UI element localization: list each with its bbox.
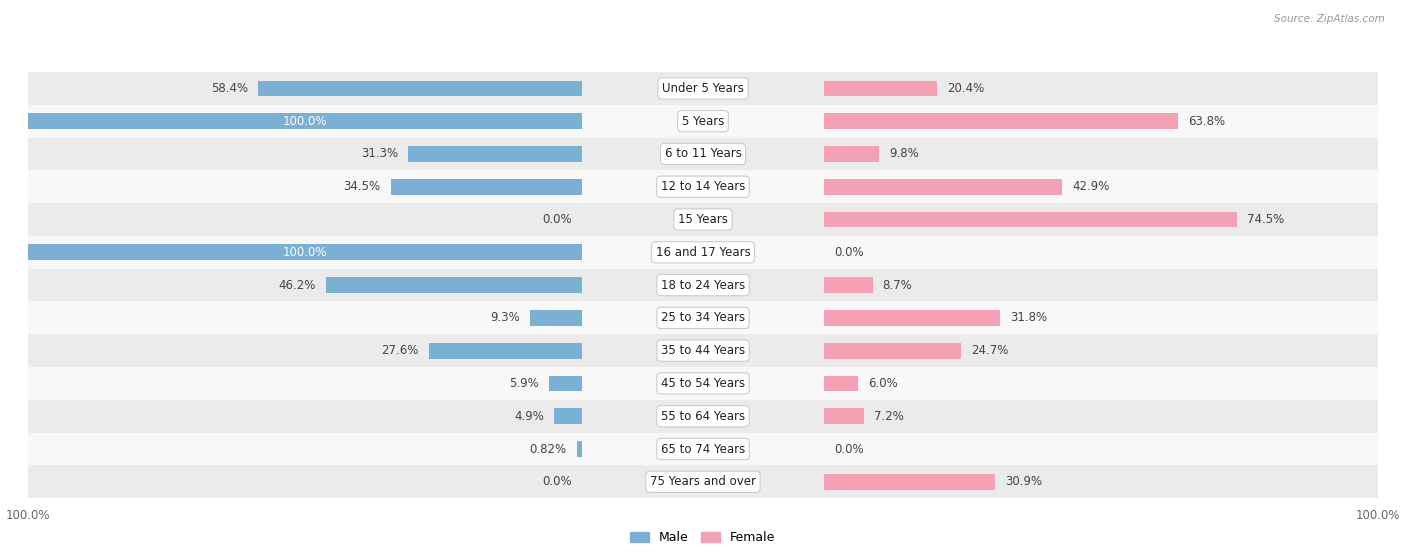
Text: 100.0%: 100.0% [283, 246, 328, 259]
Bar [28, 466, 1378, 498]
Bar [28, 236, 1378, 269]
Bar [824, 146, 879, 162]
Bar [824, 343, 962, 358]
Bar [28, 113, 582, 129]
Text: 31.8%: 31.8% [1011, 311, 1047, 324]
Text: 15 Years: 15 Years [678, 213, 728, 226]
Text: Under 5 Years: Under 5 Years [662, 82, 744, 95]
Text: 20.4%: 20.4% [948, 82, 984, 95]
Text: 6 to 11 Years: 6 to 11 Years [665, 148, 741, 160]
Bar [824, 474, 995, 490]
Bar [548, 376, 582, 391]
Bar [28, 334, 1378, 367]
Bar [824, 80, 938, 96]
Text: 34.5%: 34.5% [343, 180, 381, 193]
Bar [28, 72, 1378, 105]
Text: 45 to 54 Years: 45 to 54 Years [661, 377, 745, 390]
Text: 25 to 34 Years: 25 to 34 Years [661, 311, 745, 324]
Bar [391, 179, 582, 195]
Bar [576, 441, 582, 457]
Text: 0.0%: 0.0% [835, 246, 865, 259]
Bar [28, 105, 1378, 138]
Text: Source: ZipAtlas.com: Source: ZipAtlas.com [1274, 14, 1385, 24]
Bar [28, 367, 1378, 400]
Text: 27.6%: 27.6% [381, 344, 419, 357]
Text: 16 and 17 Years: 16 and 17 Years [655, 246, 751, 259]
Text: 31.3%: 31.3% [361, 148, 398, 160]
Text: 55 to 64 Years: 55 to 64 Years [661, 410, 745, 423]
Text: 63.8%: 63.8% [1188, 115, 1225, 127]
Bar [28, 203, 1378, 236]
Bar [28, 170, 1378, 203]
Bar [530, 310, 582, 326]
Text: 0.0%: 0.0% [541, 475, 571, 489]
Bar [259, 80, 582, 96]
Text: 24.7%: 24.7% [972, 344, 1008, 357]
Text: 9.3%: 9.3% [491, 311, 520, 324]
Bar [326, 277, 582, 293]
Text: 6.0%: 6.0% [868, 377, 897, 390]
Bar [824, 179, 1062, 195]
Bar [28, 301, 1378, 334]
Text: 9.8%: 9.8% [889, 148, 918, 160]
Bar [824, 212, 1237, 228]
Text: 100.0%: 100.0% [283, 115, 328, 127]
Bar [28, 400, 1378, 433]
Bar [429, 343, 582, 358]
Bar [28, 244, 582, 260]
Bar [28, 138, 1378, 170]
Bar [28, 433, 1378, 466]
Bar [824, 277, 873, 293]
Bar [28, 269, 1378, 301]
Text: 35 to 44 Years: 35 to 44 Years [661, 344, 745, 357]
Text: 0.0%: 0.0% [541, 213, 571, 226]
Legend: Male, Female: Male, Female [626, 526, 780, 549]
Text: 12 to 14 Years: 12 to 14 Years [661, 180, 745, 193]
Text: 4.9%: 4.9% [515, 410, 544, 423]
Text: 0.82%: 0.82% [530, 443, 567, 456]
Text: 8.7%: 8.7% [883, 278, 912, 292]
Text: 74.5%: 74.5% [1247, 213, 1284, 226]
Text: 75 Years and over: 75 Years and over [650, 475, 756, 489]
Text: 7.2%: 7.2% [875, 410, 904, 423]
Bar [824, 409, 865, 424]
Bar [824, 113, 1178, 129]
Text: 46.2%: 46.2% [278, 278, 316, 292]
Bar [824, 376, 858, 391]
Text: 58.4%: 58.4% [211, 82, 249, 95]
Text: 30.9%: 30.9% [1005, 475, 1043, 489]
Bar [408, 146, 582, 162]
Text: 5.9%: 5.9% [509, 377, 538, 390]
Text: 42.9%: 42.9% [1071, 180, 1109, 193]
Text: 65 to 74 Years: 65 to 74 Years [661, 443, 745, 456]
Text: 18 to 24 Years: 18 to 24 Years [661, 278, 745, 292]
Text: 5 Years: 5 Years [682, 115, 724, 127]
Text: 0.0%: 0.0% [835, 443, 865, 456]
Bar [554, 409, 582, 424]
Bar [824, 310, 1001, 326]
